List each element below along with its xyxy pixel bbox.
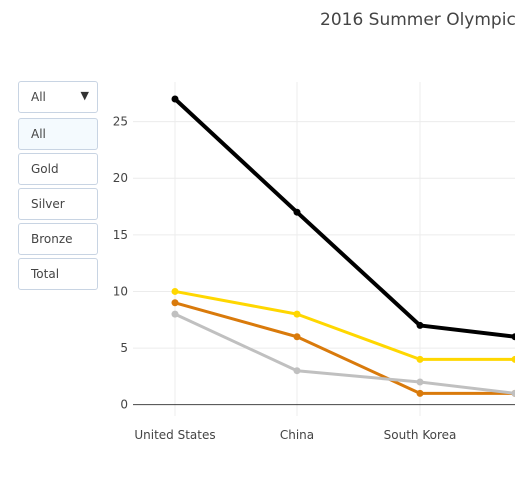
option-label: All <box>31 127 46 141</box>
medal-type-dropdown[interactable]: All ▼ <box>18 81 98 113</box>
series-line <box>174 301 515 395</box>
option-label: Bronze <box>31 232 73 246</box>
chevron-down-icon: ▼ <box>80 89 89 102</box>
series-line <box>174 289 515 361</box>
data-point <box>293 333 301 341</box>
option-gold[interactable]: Gold <box>18 153 98 185</box>
series-line <box>173 97 515 339</box>
x-tick-label: South Korea <box>384 428 457 442</box>
data-point <box>171 310 179 318</box>
data-point <box>511 389 515 397</box>
y-tick-label: 5 <box>120 341 128 355</box>
data-point <box>293 310 301 318</box>
x-tick-label: United States <box>134 428 215 442</box>
x-tick-label: China <box>280 428 314 442</box>
option-label: Gold <box>31 162 59 176</box>
data-point <box>416 378 424 386</box>
data-point <box>171 287 179 295</box>
y-tick-label: 25 <box>113 115 128 129</box>
y-tick-label: 15 <box>113 228 128 242</box>
option-silver[interactable]: Silver <box>18 188 98 220</box>
data-point <box>416 321 424 329</box>
data-point <box>293 367 301 375</box>
dropdown-selected-value: All <box>31 90 46 104</box>
option-label: Total <box>31 267 60 281</box>
data-point <box>511 333 515 341</box>
data-point <box>171 299 179 307</box>
y-tick-label: 20 <box>113 171 128 185</box>
option-label: Silver <box>31 197 65 211</box>
data-point <box>293 208 301 216</box>
data-point <box>416 355 424 363</box>
option-bronze[interactable]: Bronze <box>18 223 98 255</box>
series-line <box>174 312 515 395</box>
chart-title: 2016 Summer Olympic <box>320 10 515 30</box>
data-point <box>416 389 424 397</box>
y-tick-label: 0 <box>120 398 128 412</box>
option-all[interactable]: All <box>18 118 98 150</box>
data-point <box>511 355 515 363</box>
data-point <box>171 95 179 103</box>
option-total[interactable]: Total <box>18 258 98 290</box>
y-tick-label: 10 <box>113 284 128 298</box>
